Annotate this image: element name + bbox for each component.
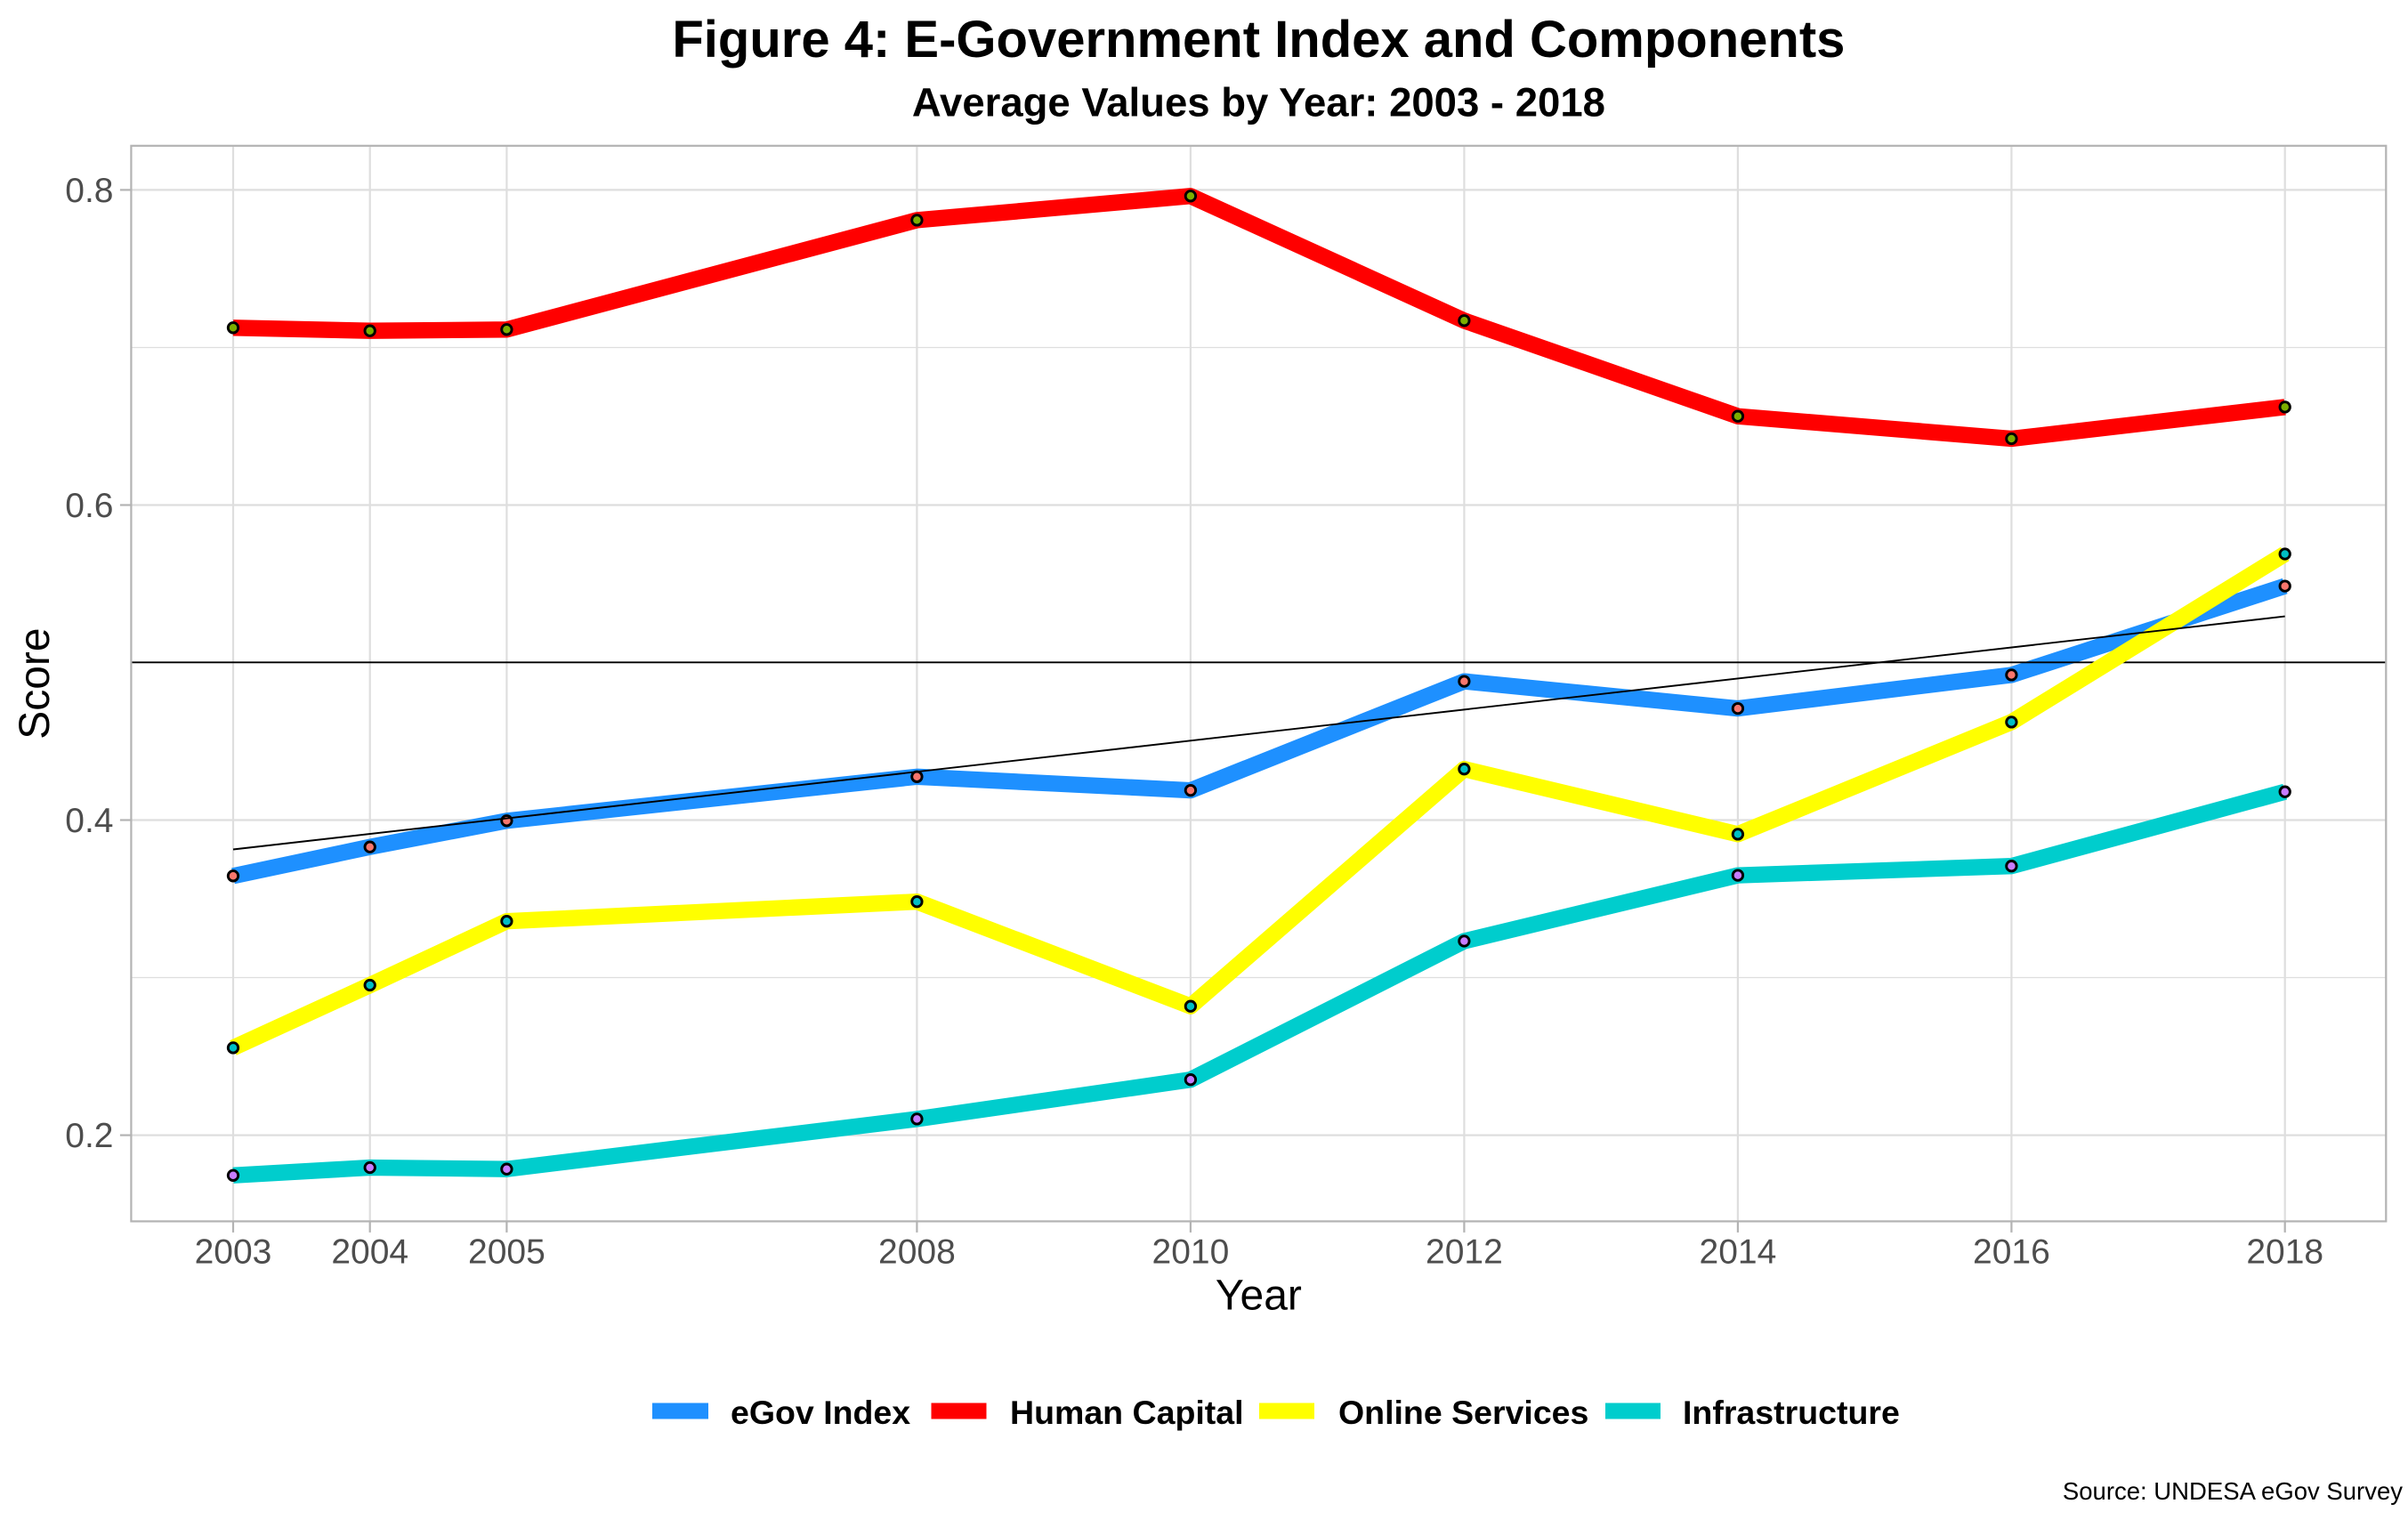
svg-text:Online Services: Online Services bbox=[1338, 1394, 1588, 1431]
svg-text:Score: Score bbox=[12, 627, 59, 739]
svg-text:Figure 4: E-Government Index a: Figure 4: E-Government Index and Compone… bbox=[672, 11, 1845, 69]
svg-text:2014: 2014 bbox=[1700, 1233, 1777, 1272]
svg-text:2016: 2016 bbox=[1973, 1233, 2050, 1272]
svg-text:Year: Year bbox=[1216, 1272, 1302, 1319]
svg-text:eGov Index: eGov Index bbox=[731, 1394, 910, 1431]
svg-text:Average Values by Year: 2003 -: Average Values by Year: 2003 - 2018 bbox=[912, 80, 1605, 125]
svg-text:0.8: 0.8 bbox=[65, 172, 113, 210]
svg-text:2008: 2008 bbox=[878, 1233, 956, 1272]
svg-text:Source: UNDESA eGov Survey: Source: UNDESA eGov Survey bbox=[2063, 1477, 2403, 1505]
svg-text:2010: 2010 bbox=[1152, 1233, 1230, 1272]
svg-text:0.2: 0.2 bbox=[65, 1117, 113, 1155]
svg-text:0.4: 0.4 bbox=[65, 802, 113, 840]
svg-text:Infrastructure: Infrastructure bbox=[1683, 1394, 1900, 1431]
svg-text:0.6: 0.6 bbox=[65, 487, 113, 525]
svg-text:Human Capital: Human Capital bbox=[1010, 1394, 1244, 1431]
svg-text:2018: 2018 bbox=[2246, 1233, 2323, 1272]
svg-text:2003: 2003 bbox=[195, 1233, 272, 1272]
svg-text:2005: 2005 bbox=[468, 1233, 545, 1272]
svg-text:2004: 2004 bbox=[331, 1233, 408, 1272]
svg-text:2012: 2012 bbox=[1426, 1233, 1503, 1272]
